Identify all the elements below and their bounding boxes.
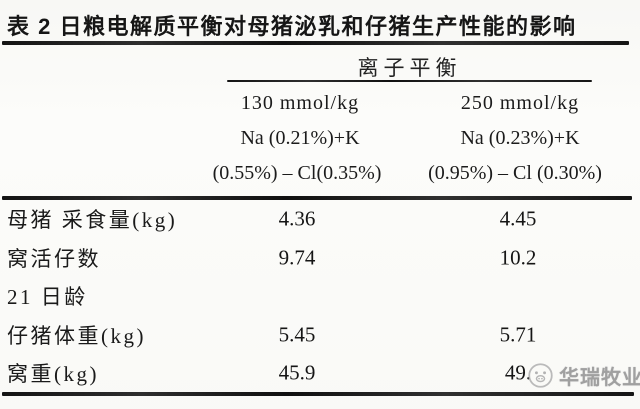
row-value-col2: 5.71 bbox=[499, 322, 537, 347]
row-value-col2: 49. bbox=[504, 360, 532, 385]
row-label: 仔猪体重(kg) bbox=[7, 323, 146, 348]
row-value-col2: 10.2 bbox=[499, 245, 537, 270]
bottom-rule bbox=[2, 392, 634, 396]
table-row: 窝活仔数 9.74 10.2 bbox=[0, 239, 640, 278]
spanner-rule bbox=[227, 80, 592, 82]
column1-formula-line2: (0.55%) – Cl(0.35%) bbox=[212, 162, 382, 184]
table-row: 仔猪体重(kg) 5.45 5.71 bbox=[0, 316, 640, 355]
top-rule bbox=[2, 41, 629, 45]
table-row: 窝重(kg) 45.9 49. bbox=[0, 354, 640, 393]
row-value-col1: 5.45 bbox=[278, 322, 316, 347]
row-value-col1: 4.36 bbox=[278, 206, 316, 231]
row-label: 母猪 采食量(kg) bbox=[7, 208, 178, 233]
table-row: 母猪 采食量(kg) 4.36 4.45 bbox=[0, 200, 640, 239]
row-value-col1: 45.9 bbox=[278, 360, 316, 385]
row-label: 21 日龄 bbox=[7, 285, 88, 310]
pig-logo-icon bbox=[528, 363, 553, 388]
row-label: 窝活仔数 bbox=[7, 246, 101, 271]
spanner-header: 离子平衡 bbox=[357, 56, 462, 80]
row-value-col1: 9.74 bbox=[278, 245, 316, 270]
column2-amount-text: 250 mmol/kg bbox=[460, 92, 580, 114]
column1-formula-line1: Na (0.21%)+K bbox=[240, 127, 360, 149]
row-label: 窝重(kg) bbox=[7, 362, 99, 387]
table-section-row: 21 日龄 bbox=[0, 277, 640, 316]
table-body: 母猪 采食量(kg) 4.36 4.45 窝活仔数 9.74 10.2 21 日… bbox=[0, 200, 640, 393]
row-value-col2: 4.45 bbox=[499, 206, 537, 231]
watermark: 华瑞牧业 bbox=[527, 361, 640, 390]
column1-amount-text: 130 mmol/kg bbox=[240, 92, 360, 114]
column1-amount: 130 mmol/kg bbox=[185, 92, 415, 115]
column2-amount: 250 mmol/kg bbox=[405, 92, 635, 115]
header-rule bbox=[2, 196, 632, 200]
watermark-text: 华瑞牧业 bbox=[559, 367, 640, 389]
table-title: 表 2 日粮电解质平衡对母猪泌乳和仔猪生产性能的影响 bbox=[7, 14, 577, 39]
column2-formula-line2: (0.95%) – Cl (0.30%) bbox=[428, 162, 602, 184]
column2-formula-line1: Na (0.23%)+K bbox=[460, 127, 580, 149]
